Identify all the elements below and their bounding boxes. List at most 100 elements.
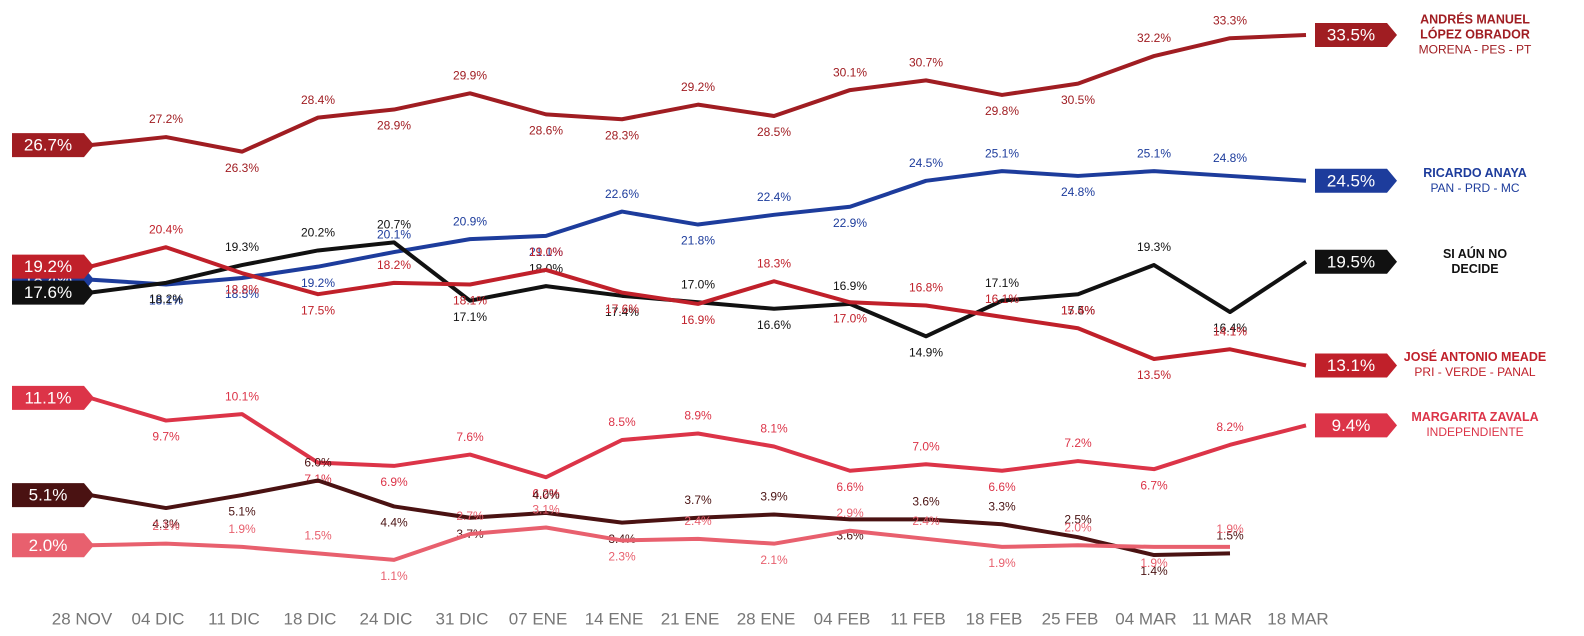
value-label: 27.2%: [149, 112, 183, 126]
value-label: 29.9%: [453, 68, 487, 82]
series-line: [89, 245, 1307, 368]
legend-name: RICARDO ANAYA: [1423, 165, 1527, 180]
value-label: 6.9%: [380, 475, 408, 489]
x-tick-label: 04 FEB: [814, 609, 871, 628]
legend-party: PAN - PRD - MC: [1430, 180, 1520, 195]
value-label: 19.3%: [225, 240, 259, 254]
value-label: 18.1%: [149, 294, 183, 308]
legend-entry: RICARDO ANAYA PAN - PRD - MC: [1410, 166, 1540, 196]
value-label: 17.6%: [605, 302, 639, 316]
legend-entry: JOSÉ ANTONIO MEADE PRI - VERDE - PANAL: [1390, 350, 1560, 380]
value-label: 6.6%: [836, 480, 864, 494]
value-label: 17.1%: [453, 310, 487, 324]
value-label: 24.5%: [909, 156, 943, 170]
value-label: 15.4%: [1061, 303, 1095, 317]
x-tick-label: 18 MAR: [1267, 609, 1328, 628]
value-label: 3.3%: [988, 499, 1016, 513]
value-label: 18.8%: [225, 282, 259, 296]
value-label: 2.0%: [1064, 520, 1092, 534]
value-box: [12, 254, 94, 279]
value-label: 16.9%: [833, 279, 867, 293]
value-label: 19.3%: [1137, 240, 1171, 254]
value-label: 3.6%: [912, 495, 940, 509]
value-label: 24.5%: [1327, 171, 1375, 190]
value-label: 24.8%: [1061, 185, 1095, 199]
value-label: 16.4%: [1213, 321, 1247, 335]
value-label: 26.7%: [24, 136, 72, 155]
value-label: 1.9%: [1216, 522, 1244, 536]
value-label: 1.4%: [1140, 564, 1168, 578]
legend-party: MORENA - PES - PT: [1418, 42, 1532, 57]
value-box: [1315, 23, 1397, 47]
value-label: 9.4%: [1332, 416, 1371, 435]
value-label: 28.5%: [757, 125, 791, 139]
value-box: [1315, 353, 1397, 378]
value-label: 3.7%: [684, 493, 712, 507]
value-label: 29.2%: [681, 80, 715, 94]
value-box: [1315, 249, 1397, 274]
legend-entry: MARGARITA ZAVALA INDEPENDIENTE: [1390, 410, 1560, 440]
value-label: 2.4%: [684, 514, 712, 528]
value-label: 16.8%: [909, 281, 943, 295]
value-label: 28.9%: [377, 119, 411, 133]
value-label: 10.1%: [225, 389, 259, 403]
value-label: 2.1%: [760, 553, 788, 567]
value-label: 9.7%: [152, 430, 180, 444]
x-tick-label: 28 NOV: [52, 609, 113, 628]
value-label: 17.4%: [605, 305, 639, 319]
value-label: 28.4%: [301, 93, 335, 107]
value-label: 18.3%: [757, 256, 791, 270]
legend-name: ANDRÉS MANUEL LÓPEZ OBRADOR: [1420, 12, 1530, 42]
x-tick-label: 04 MAR: [1115, 609, 1176, 628]
value-label: 30.7%: [909, 56, 943, 70]
value-label: 2.5%: [1064, 512, 1092, 526]
value-label: 16.9%: [681, 313, 715, 327]
value-label: 20.1%: [377, 227, 411, 241]
value-label: 1.5%: [1216, 529, 1244, 543]
value-label: 5.1%: [29, 486, 68, 505]
value-label: 25.1%: [1137, 146, 1171, 160]
x-tick-label: 11 FEB: [890, 609, 945, 628]
value-label: 2.4%: [912, 514, 940, 528]
value-label: 1.9%: [1140, 556, 1168, 570]
value-label: 18.2%: [149, 292, 183, 306]
series-line: [89, 525, 1230, 562]
value-box: [12, 133, 94, 158]
legend-entry: ANDRÉS MANUEL LÓPEZ OBRADOR MORENA - PES …: [1410, 13, 1540, 58]
value-label: 2.3%: [608, 550, 636, 564]
value-label: 7.2%: [1064, 436, 1092, 450]
x-tick-label: 18 DIC: [284, 609, 337, 628]
value-label: 8.9%: [684, 409, 712, 423]
x-tick-label: 18 FEB: [966, 609, 1023, 628]
value-label: 21.8%: [681, 234, 715, 248]
value-label: 16.6%: [757, 318, 791, 332]
value-box: [12, 385, 94, 410]
value-label: 13.1%: [1327, 356, 1375, 375]
value-label: 21.1%: [529, 245, 563, 259]
value-label: 4.4%: [380, 516, 408, 530]
value-label: 20.4%: [149, 222, 183, 236]
value-label: 8.2%: [1216, 420, 1244, 434]
value-label: 13.5%: [1137, 368, 1171, 382]
value-label: 17.1%: [985, 276, 1019, 290]
value-label: 28.3%: [605, 128, 639, 142]
x-tick-label: 14 ENE: [585, 609, 644, 628]
x-tick-label: 31 DIC: [436, 609, 489, 628]
x-tick-label: 28 ENE: [737, 609, 796, 628]
value-label: 22.6%: [605, 187, 639, 201]
value-label: 6.2%: [532, 486, 560, 500]
value-label: 8.1%: [760, 422, 788, 436]
value-label: 30.5%: [1061, 93, 1095, 107]
series-line: [89, 169, 1307, 287]
value-label: 29.8%: [985, 104, 1019, 118]
x-tick-label: 24 DIC: [360, 609, 413, 628]
x-tick-label: 11 DIC: [208, 609, 260, 628]
value-label: 4.0%: [532, 488, 560, 502]
legend-party: INDEPENDIENTE: [1426, 425, 1524, 440]
x-tick-label: 11 MAR: [1192, 609, 1252, 628]
value-label: 14.9%: [909, 345, 943, 359]
value-label: 6.6%: [988, 480, 1016, 494]
value-label: 1.9%: [228, 522, 256, 536]
value-label: 2.9%: [836, 506, 864, 520]
